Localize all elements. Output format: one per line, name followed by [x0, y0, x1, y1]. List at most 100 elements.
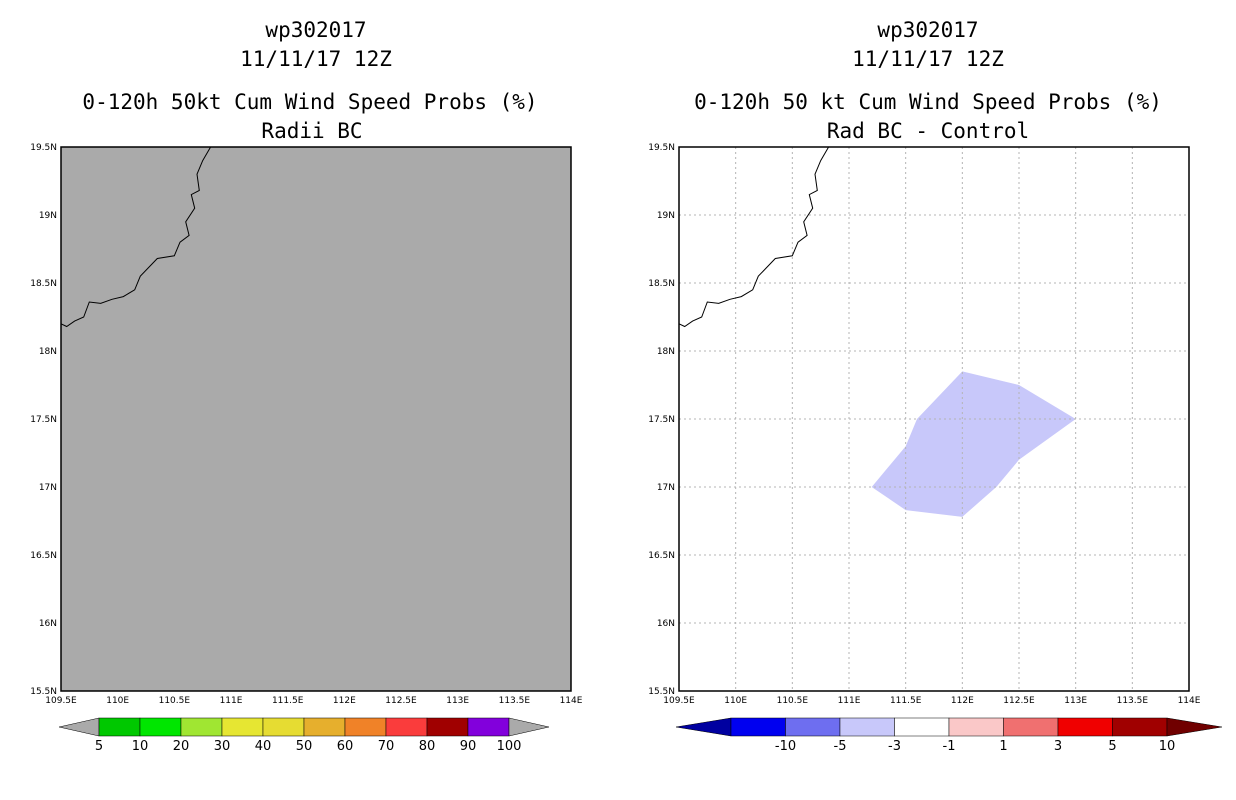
x-tick-label: 110.5E [159, 696, 191, 706]
colorbar-swatch [1112, 717, 1168, 737]
x-tick-label: 109.5E [663, 696, 695, 706]
colorbar-label: 60 [337, 739, 354, 754]
y-tick-label: 17.5N [648, 415, 675, 425]
x-tick-label: 113E [1064, 696, 1087, 706]
colorbar-swatch [344, 717, 387, 737]
colorbar-label: 10 [132, 739, 149, 754]
x-tick-label: 109.5E [45, 696, 77, 706]
colorbar-swatch [948, 717, 1004, 737]
colorbar-label: 100 [497, 739, 522, 754]
right-gridlines [679, 147, 1189, 691]
colorbar-label: 70 [378, 739, 395, 754]
colorbar-label: 5 [1108, 739, 1116, 754]
colorbar-swatch [894, 717, 950, 737]
right-map-frame [678, 146, 1190, 692]
y-tick-label: 16.5N [648, 551, 675, 561]
right-title-line2: 11/11/17 12Z [852, 47, 1004, 71]
y-tick-label: 19N [39, 211, 57, 221]
x-tick-label: 114E [560, 696, 583, 706]
colorbar-label: 1 [999, 739, 1007, 754]
colorbar-swatch [303, 717, 346, 737]
colorbar-label: 40 [255, 739, 272, 754]
colorbar-label: 30 [214, 739, 231, 754]
colorbar-label: 80 [419, 739, 436, 754]
left-title-line1: wp302017 [265, 18, 367, 42]
x-tick-label: 111E [838, 696, 861, 706]
right-title-line4: Rad BC - Control [826, 119, 1030, 143]
x-tick-label: 112E [333, 696, 356, 706]
y-tick-label: 15.5N [648, 687, 675, 697]
x-tick-label: 112.5E [385, 696, 417, 706]
y-tick-label: 17N [657, 483, 675, 493]
colorbar-swatch [467, 717, 510, 737]
x-tick-label: 110E [106, 696, 129, 706]
y-tick-label: 17N [39, 483, 57, 493]
y-tick-label: 16.5N [30, 551, 57, 561]
x-tick-label: 114E [1178, 696, 1201, 706]
colorbar-label: 3 [1054, 739, 1062, 754]
left-y-tick-labels: 19.5N 19N 18.5N 18N 17.5N 17N 16.5N 16N 15.5N [30, 143, 57, 697]
x-tick-label: 111E [220, 696, 243, 706]
colorbar-label: -10 [775, 739, 796, 754]
right-title-line3: 0-120h 50 kt Cum Wind Speed Probs (%) [694, 90, 1162, 114]
y-tick-label: 16N [657, 619, 675, 629]
x-tick-label: 111.5E [890, 696, 922, 706]
y-tick-label: 18N [657, 347, 675, 357]
colorbar-label: 10 [1159, 739, 1176, 754]
colorbar-swatch [180, 717, 223, 737]
y-tick-label: 19N [657, 211, 675, 221]
colorbar-swatch [1003, 717, 1059, 737]
left-colorbar: 5 10 20 30 40 50 60 70 80 90 100 [58, 717, 550, 754]
colorbar-swatch [98, 717, 141, 737]
colorbar-swatch [221, 717, 264, 737]
colorbar-low-arrow [675, 717, 732, 737]
x-tick-label: 110.5E [777, 696, 809, 706]
y-tick-label: 17.5N [30, 415, 57, 425]
left-map-panel: 109.5E 110E 110.5E 111E 111.5E 112E 112.5E 113E… [30, 143, 583, 706]
colorbar-label: 50 [296, 739, 313, 754]
x-tick-label: 113.5E [1117, 696, 1149, 706]
left-title-line4: Radii BC [261, 119, 363, 143]
colorbar-low-arrow [58, 717, 100, 737]
y-tick-label: 18.5N [648, 279, 675, 289]
x-tick-label: 112.5E [1003, 696, 1035, 706]
x-tick-label: 113.5E [499, 696, 531, 706]
y-tick-label: 19.5N [30, 143, 57, 153]
colorbar-high-arrow [508, 717, 550, 737]
right-y-tick-labels: 19.5N 19N 18.5N 18N 17.5N 17N 16.5N 16N 15.5N [648, 143, 675, 697]
right-title-line1: wp302017 [877, 18, 979, 42]
x-tick-label: 112E [951, 696, 974, 706]
left-map-background [61, 147, 571, 691]
left-coastline [60, 146, 212, 328]
y-tick-label: 18N [39, 347, 57, 357]
colorbar-label: -1 [943, 739, 956, 754]
left-map-frame [60, 146, 572, 692]
colorbar-swatch [385, 717, 428, 737]
right-map-panel: 109.5E 110E 110.5E 111E 111.5E 112E 112.5E 113E… [648, 143, 1201, 706]
colorbar-swatch [426, 717, 469, 737]
difference-shaded-region [871, 371, 1076, 517]
colorbar-high-arrow [1166, 717, 1223, 737]
colorbar-label: 5 [95, 739, 103, 754]
colorbar-label: 20 [173, 739, 190, 754]
y-tick-label: 19.5N [648, 143, 675, 153]
colorbar-label: -5 [834, 739, 847, 754]
x-tick-label: 111.5E [272, 696, 304, 706]
right-colorbar: -10 -5 -3 -1 1 3 5 10 [675, 717, 1223, 754]
colorbar-swatch [839, 717, 895, 737]
colorbar-swatch [730, 717, 786, 737]
colorbar-swatch [1057, 717, 1113, 737]
y-tick-label: 18.5N [30, 279, 57, 289]
left-title-line3: 0-120h 50kt Cum Wind Speed Probs (%) [82, 90, 538, 114]
left-x-tick-labels: 109.5E 110E 110.5E 111E 111.5E 112E 112.5E 113E… [45, 696, 582, 706]
right-coastline [678, 146, 830, 328]
y-tick-label: 16N [39, 619, 57, 629]
y-tick-label: 15.5N [30, 687, 57, 697]
colorbar-swatch [262, 717, 305, 737]
left-title-line2: 11/11/17 12Z [240, 47, 392, 71]
x-tick-label: 110E [724, 696, 747, 706]
x-tick-label: 113E [446, 696, 469, 706]
colorbar-swatch [139, 717, 182, 737]
right-x-tick-labels: 109.5E 110E 110.5E 111E 111.5E 112E 112.5E 113E… [663, 696, 1200, 706]
colorbar-swatch [785, 717, 841, 737]
